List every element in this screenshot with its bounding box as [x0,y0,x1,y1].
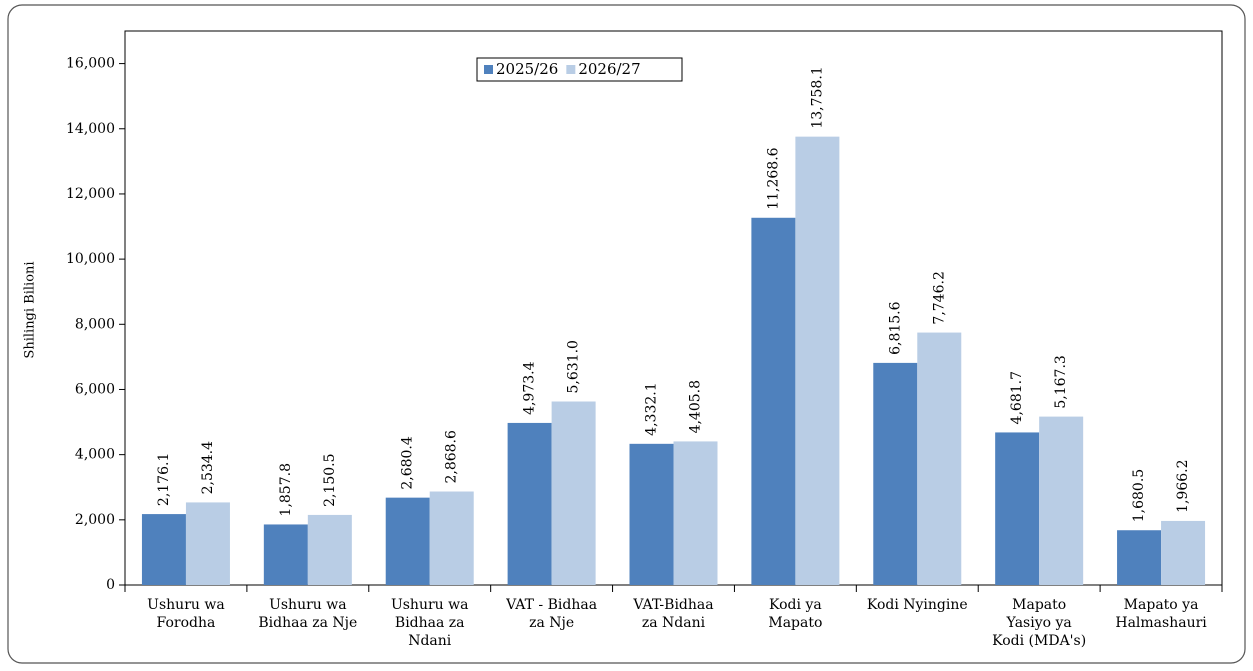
bar [1117,530,1162,585]
bar [185,502,230,585]
bar [307,514,352,585]
x-tick-label: Mapato [1012,597,1066,613]
x-tick-label: Kodi Nyingine [867,597,968,613]
data-label: 1,680.5 [1131,469,1147,522]
data-label: 1,966.2 [1175,459,1191,512]
legend-swatch [484,65,493,74]
data-label: 2,150.5 [322,453,338,506]
bar [1039,416,1084,585]
legend-label: 2026/27 [578,60,640,78]
bar [751,217,796,585]
x-tick-label: VAT-Bidhaa [632,597,713,613]
bar [385,497,430,585]
x-tick-label: Mapato [768,615,822,631]
x-tick-label: Halmashauri [1115,615,1207,631]
x-tick-label: Ushuru wa [391,597,469,613]
bar [551,401,596,585]
y-tick-label: 14,000 [66,121,115,137]
x-tick-label: Ndani [408,633,452,649]
x-tick-label: Ushuru wa [147,597,225,613]
y-tick-label: 10,000 [66,251,115,267]
x-tick-label: za Ndani [642,615,706,631]
bar [995,432,1040,585]
bar [873,362,918,585]
x-tick-label: Kodi (MDA's) [992,633,1086,649]
bar [917,332,962,585]
data-label: 6,815.6 [887,301,903,355]
x-tick-label: Kodi ya [769,597,822,613]
y-tick-label: 12,000 [66,186,115,202]
data-label: 4,332.1 [644,382,660,435]
x-tick-label: za Nje [529,615,574,631]
x-tick-label: VAT - Bidhaa [505,597,597,613]
bar [429,491,474,585]
bar [263,524,308,585]
data-label: 11,268.6 [765,147,781,209]
data-label: 5,631.0 [566,340,582,393]
y-tick-label: 6,000 [75,381,115,397]
x-tick-label: Bidhaa za Nje [258,615,357,631]
y-axis-label: Shilingi Bilioni [23,261,38,358]
y-tick-label: 16,000 [66,56,115,72]
legend-box [476,57,683,82]
data-label: 7,746.2 [931,271,947,324]
data-label: 1,857.8 [278,463,294,516]
bar [673,441,718,585]
y-tick-label: 2,000 [75,512,115,528]
x-tick-label: Mapato ya [1124,597,1199,613]
x-tick-label: Bidhaa za [395,615,465,631]
bar [629,443,674,585]
x-tick-label: Ushuru wa [269,597,347,613]
data-label: 2,176.1 [156,453,172,506]
bar [507,422,552,585]
bar [1161,520,1206,585]
x-tick-label: Yasiyo ya [1006,615,1072,631]
data-label: 13,758.1 [809,66,825,128]
legend-label: 2025/26 [496,60,558,78]
y-tick-label: 8,000 [75,316,115,332]
x-tick-label: Forodha [157,615,216,631]
bar [141,514,186,585]
data-label: 2,534.4 [200,441,216,495]
legend-swatch [566,65,576,74]
y-tick-label: 0 [106,577,115,593]
data-label: 5,167.3 [1053,355,1069,408]
bar [795,136,840,585]
y-tick-label: 4,000 [75,447,115,463]
data-label: 4,681.7 [1009,371,1025,424]
data-label: 2,680.4 [400,436,416,490]
data-label: 4,973.4 [522,361,538,415]
data-label: 4,405.8 [688,380,704,433]
data-label: 2,868.6 [444,430,460,484]
